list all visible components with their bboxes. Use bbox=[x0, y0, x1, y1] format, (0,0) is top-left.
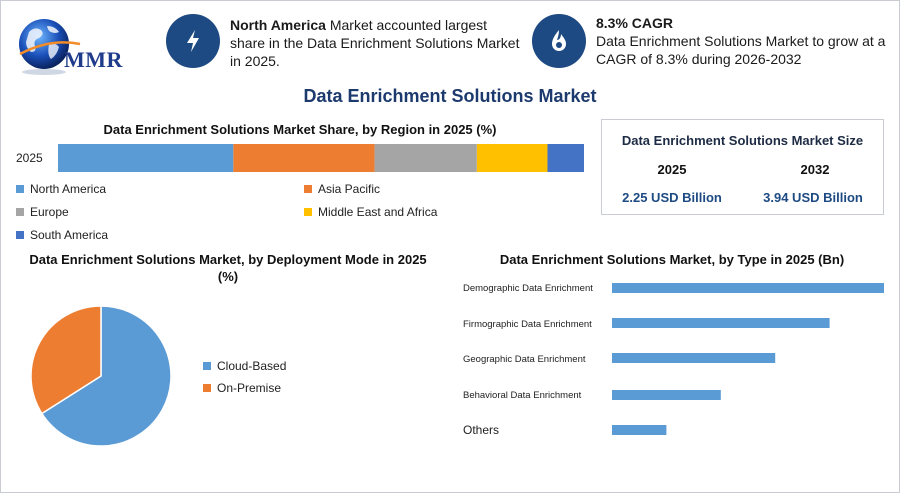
legend-europe: Europe bbox=[16, 205, 69, 219]
highlight-region-bold: North America bbox=[230, 17, 326, 33]
type-label-demographic: Demographic Data Enrichment bbox=[463, 283, 593, 294]
legend-asia-pacific: Asia Pacific bbox=[304, 182, 380, 196]
type-bar-chart bbox=[612, 283, 884, 435]
highlight-cagr-bold: 8.3% CAGR bbox=[596, 15, 674, 31]
legend-label: North America bbox=[30, 182, 107, 196]
region-stacked-bar bbox=[58, 144, 584, 172]
legend-label: Middle East and Africa bbox=[318, 205, 438, 219]
type-label-behavioral: Behavioral Data Enrichment bbox=[463, 390, 582, 401]
legend-label: Cloud-Based bbox=[217, 359, 287, 373]
highlight-cagr: 8.3% CAGR Data Enrichment Solutions Mark… bbox=[596, 14, 891, 68]
type-label-geographic: Geographic Data Enrichment bbox=[463, 354, 586, 365]
region-bar-segment-asia-pacific bbox=[233, 144, 375, 172]
legend-label: On-Premise bbox=[217, 381, 282, 395]
mmr-logo: MMR bbox=[14, 14, 139, 76]
legend-north-america: North America bbox=[16, 182, 106, 196]
legend-swatch bbox=[16, 185, 24, 193]
type-chart-title: Data Enrichment Solutions Market, by Typ… bbox=[499, 252, 845, 267]
legend-label: Asia Pacific bbox=[318, 182, 381, 196]
legend-swatch bbox=[16, 231, 24, 239]
deployment-pie bbox=[30, 305, 172, 447]
legend-on-premise: On-Premise bbox=[203, 381, 281, 395]
region-category-label: 2025 bbox=[16, 151, 43, 165]
legend-swatch bbox=[203, 362, 211, 370]
market-size-value-2032: 3.94 USD Billion bbox=[763, 190, 863, 205]
legend-label: Europe bbox=[30, 205, 69, 219]
legend-swatch bbox=[203, 384, 211, 392]
type-label-firmographic: Firmographic Data Enrichment bbox=[463, 319, 592, 330]
highlight-region-text: Market accounted largest share in the Da… bbox=[230, 17, 520, 69]
legend-cloud-based: Cloud-Based bbox=[203, 359, 286, 373]
type-bar-behavioral-data-enrichment bbox=[612, 390, 721, 400]
legend-label: South America bbox=[30, 228, 109, 242]
type-label-others: Others bbox=[463, 423, 500, 437]
logo-text: MMR bbox=[64, 47, 123, 72]
market-size-year-2032: 2032 bbox=[800, 162, 830, 177]
lightning-icon bbox=[166, 14, 220, 68]
region-bar-segment-europe bbox=[374, 144, 477, 172]
legend-swatch bbox=[304, 185, 312, 193]
globe-icon bbox=[19, 19, 81, 75]
type-bar-geographic-data-enrichment bbox=[612, 353, 776, 363]
main-title: Data Enrichment Solutions Market bbox=[303, 86, 597, 106]
market-size-value-2025: 2.25 USD Billion bbox=[622, 190, 722, 205]
region-bar-segment-south-america bbox=[547, 144, 584, 172]
growth-flame-icon bbox=[532, 14, 586, 68]
market-size-year-2025: 2025 bbox=[657, 162, 687, 177]
type-bar-demographic-data-enrichment bbox=[612, 283, 884, 293]
legend-south-america: South America bbox=[16, 228, 108, 242]
legend-middle-east-africa: Middle East and Africa bbox=[304, 205, 437, 219]
region-bar-segment-middle-east-and-africa bbox=[476, 144, 548, 172]
deployment-chart-title: Data Enrichment Solutions Market, by Dep… bbox=[29, 252, 427, 284]
pie-slice-cloud-based bbox=[40, 305, 172, 447]
highlight-region: North America Market accounted largest s… bbox=[230, 16, 525, 70]
market-size-box: Data Enrichment Solutions Market Size 20… bbox=[601, 119, 884, 215]
type-bar-firmographic-data-enrichment bbox=[612, 318, 830, 328]
legend-swatch bbox=[16, 208, 24, 216]
type-bar-others bbox=[612, 425, 667, 435]
pie-slice-on-premise bbox=[30, 305, 102, 415]
highlight-cagr-text: Data Enrichment Solutions Market to grow… bbox=[596, 33, 886, 67]
legend-swatch bbox=[304, 208, 312, 216]
region-bar-segment-north-america bbox=[58, 144, 234, 172]
region-chart-title: Data Enrichment Solutions Market Share, … bbox=[103, 122, 497, 137]
market-size-title: Data Enrichment Solutions Market Size bbox=[621, 133, 864, 148]
